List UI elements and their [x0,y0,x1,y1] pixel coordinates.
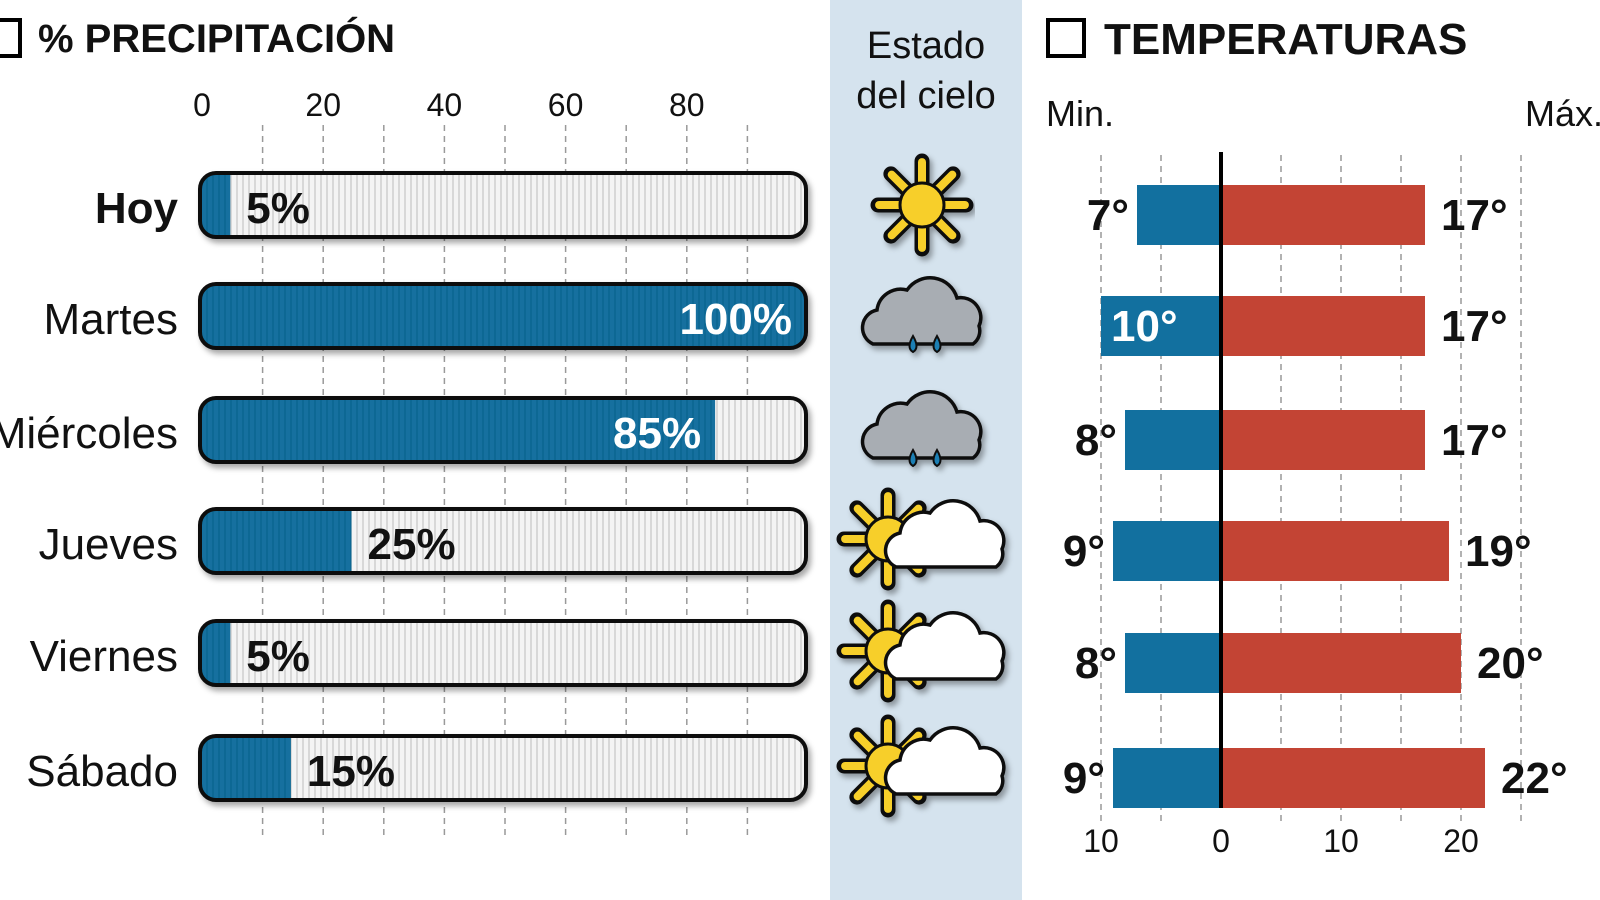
max-temp-label: 19° [1465,527,1532,576]
temp-tick-label: 20 [1443,823,1479,859]
sun-cloud-icon [836,487,1006,591]
precip-bar [200,284,806,348]
sun-cloud-icon [836,599,1006,703]
min-temp-label: 10° [1111,302,1178,351]
precip-tick-label: 80 [669,87,705,123]
min-temp-bar [1101,296,1221,356]
min-temp-bar [1137,185,1221,245]
precip-legend-square [0,18,22,58]
min-label: Min. [1046,93,1114,134]
precip-value-label: 15% [307,747,395,796]
precip-bar [200,736,291,800]
max-label: Máx. [1525,93,1600,134]
sun-icon [870,153,974,257]
precip-bar-outline [198,282,808,350]
raindrop-icon [932,334,942,354]
precip-tick-label: 40 [427,87,463,123]
min-temp-label: 9° [1063,527,1105,576]
precip-bar-group [198,396,808,464]
max-temp-bar [1221,521,1449,581]
temp-legend-square [1046,18,1086,58]
cloud-shape [883,499,1006,569]
precip-title: % PRECIPITACIÓN [38,15,395,61]
sky-title-line2: del cielo [856,75,995,117]
max-temp-label: 20° [1477,639,1544,688]
temp-tick-label: 10 [1323,823,1359,859]
day-label: Martes [44,295,178,344]
precip-tick-label: 0 [193,87,211,123]
precip-bar [200,173,231,237]
precip-bar-group [198,282,808,350]
max-temp-bar [1221,296,1425,356]
min-temp-bar [1113,748,1221,808]
precip-bar-track [200,173,806,237]
temp-title: TEMPERATURAS [1104,15,1467,64]
precip-bar [200,621,231,685]
max-temp-bar [1221,410,1425,470]
precip-bar-group [198,734,808,802]
max-temp-label: 17° [1441,416,1508,465]
min-temp-bar [1125,633,1221,693]
max-temp-bar [1221,748,1485,808]
raindrop-icon [908,334,918,354]
precip-bar-track [200,736,806,800]
day-label: Jueves [39,520,178,569]
precip-value-label: 25% [368,520,456,569]
max-temp-label: 22° [1501,754,1568,803]
precip-bar-track [200,621,806,685]
sun-disc [898,181,946,229]
precip-bar-group [198,171,808,239]
cloud-shape [883,726,1006,796]
min-temp-label: 9° [1063,754,1105,803]
max-temp-label: 17° [1441,191,1508,240]
raindrop-icon [908,448,918,468]
day-label: Hoy [95,184,179,233]
max-temp-label: 17° [1441,302,1508,351]
precip-value-label: 100% [679,295,792,344]
temp-tick-label: 0 [1212,823,1230,859]
min-temp-bar [1113,521,1221,581]
min-temp-bar [1125,410,1221,470]
precip-tick-label: 20 [305,87,341,123]
day-label: Viernes [30,632,178,681]
min-temp-label: 8° [1075,416,1117,465]
rain-cloud-icon [860,276,983,354]
raindrop-icon [932,448,942,468]
sun-cloud-icon [836,714,1006,818]
precip-value-label: 5% [246,632,310,681]
precip-bar [200,398,716,462]
day-label: Sábado [26,747,178,796]
precip-bar-outline [198,396,808,464]
precip-bar [200,509,352,573]
precip-tick-label: 60 [548,87,584,123]
temp-tick-label: 10 [1083,823,1119,859]
rain-cloud-icon [860,390,983,468]
min-temp-label: 8° [1075,639,1117,688]
precip-bar-group [198,507,808,575]
sky-title-line1: Estado [867,25,985,67]
max-temp-bar [1221,185,1425,245]
precip-bar-group [198,619,808,687]
precip-bar-outline [198,171,808,239]
precip-value-label: 5% [246,184,310,233]
precip-bar-outline [198,734,808,802]
cloud-shape [883,611,1006,681]
precip-value-label: 85% [613,409,701,458]
cloud-shape [860,390,983,460]
precip-bar-outline [198,507,808,575]
day-label: Miércoles [0,409,178,458]
precip-bar-outline [198,619,808,687]
cloud-shape [860,276,983,346]
min-temp-label: 7° [1087,191,1129,240]
max-temp-bar [1221,633,1461,693]
